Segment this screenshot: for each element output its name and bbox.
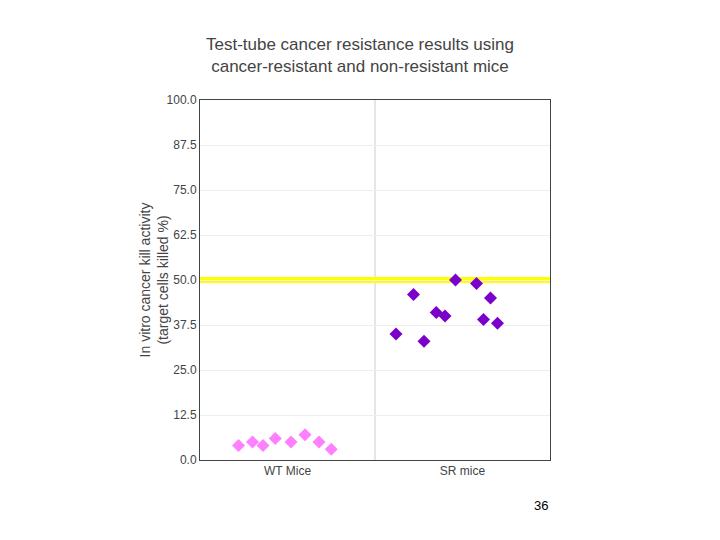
svg-text:0.0: 0.0 [180, 453, 197, 467]
svg-text:62.5: 62.5 [173, 228, 197, 242]
svg-text:WT Mice: WT Mice [264, 464, 311, 478]
svg-text:87.5: 87.5 [173, 138, 197, 152]
svg-text:In vitro cancer kill activity(: In vitro cancer kill activity(target cel… [137, 203, 171, 358]
svg-text:100.0: 100.0 [167, 93, 197, 107]
svg-text:50.0: 50.0 [173, 273, 197, 287]
svg-text:37.5: 37.5 [173, 318, 197, 332]
svg-text:25.0: 25.0 [173, 363, 197, 377]
svg-text:75.0: 75.0 [173, 183, 197, 197]
svg-text:12.5: 12.5 [173, 408, 197, 422]
svg-text:Test-tube cancer resistance re: Test-tube cancer resistance results usin… [206, 35, 514, 76]
svg-text:36: 36 [534, 498, 548, 513]
svg-text:SR mice: SR mice [440, 464, 486, 478]
